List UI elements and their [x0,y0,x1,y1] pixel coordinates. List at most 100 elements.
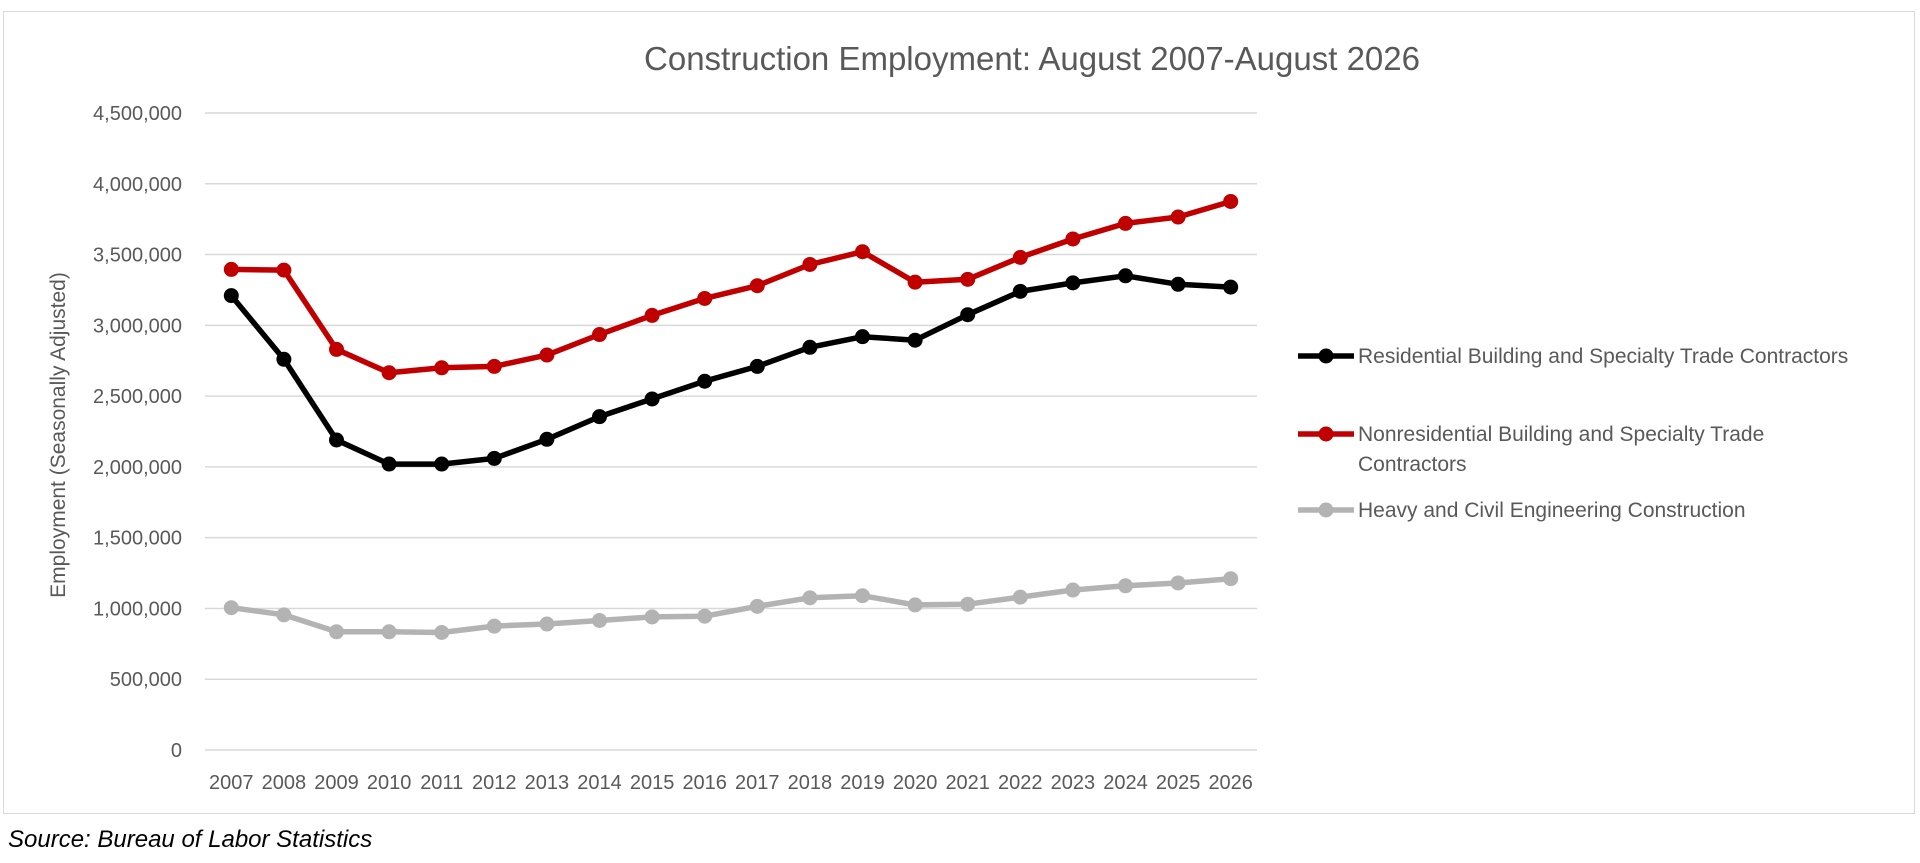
data-point [276,351,292,367]
data-point [697,290,713,306]
data-point [1065,231,1081,247]
grid-lines [205,112,1257,751]
data-point [223,600,239,616]
x-tick-label: 2014 [577,772,622,794]
x-tick-label: 2021 [945,772,990,794]
x-tick-label: 2012 [472,772,517,794]
data-point [644,609,660,625]
y-tick-label: 2,500,000 [93,386,182,408]
legend-item: Heavy and Civil Engineering Construction [1298,499,1746,522]
legend-swatch-marker [1318,502,1334,518]
y-tick-label: 2,000,000 [93,457,182,479]
legend-label: Nonresidential Building and Specialty Tr… [1358,423,1764,476]
data-point [329,432,344,448]
x-tick-label: 2023 [1051,772,1096,794]
legend-label: Residential Building and Specialty Trade… [1358,345,1848,368]
data-point [1170,209,1186,225]
x-axis-ticks: 2007 2008 2009 2010 2011 2012 2013 2014 2015 2016… [209,772,1253,794]
data-point [276,262,292,278]
x-tick-label: 2024 [1103,772,1148,794]
data-point [434,360,450,376]
data-point [486,358,502,374]
x-tick-label: 2013 [525,772,570,794]
series-line [231,198,1232,376]
data-point [1118,268,1133,284]
x-tick-label: 2015 [630,772,675,794]
data-point [486,618,502,634]
data-point [1065,582,1081,598]
data-point [960,596,976,612]
x-tick-label: 2026 [1208,772,1253,794]
legend-item: Residential Building and Specialty Trade… [1298,345,1848,368]
y-tick-label: 1,500,000 [93,528,182,550]
data-point [644,391,660,407]
data-point [1170,575,1186,591]
legend: Residential Building and Specialty Trade… [1298,345,1848,522]
data-point [592,409,607,425]
x-tick-label: 2010 [367,772,412,794]
data-point [1223,193,1239,209]
data-point [802,339,818,355]
data-point [855,244,870,260]
series-2 [223,571,1239,641]
data-point [960,271,976,287]
data-point [486,450,502,466]
y-axis-title: Employment (Seasonally Adjusted) [47,272,70,598]
data-point [1012,283,1028,299]
data-point [539,347,555,363]
data-point [1012,249,1028,265]
data-point [329,341,344,357]
data-point [381,456,397,472]
data-point [1065,275,1081,291]
y-tick-label: 500,000 [110,669,182,691]
data-point [223,261,239,277]
legend-item: Nonresidential Building and Specialty Tr… [1298,423,1764,476]
x-tick-label: 2020 [893,772,938,794]
y-axis-ticks: 0 500,000 1,000,000 1,500,000 2,000,000 2,500… [93,103,182,762]
y-tick-label: 1,000,000 [93,598,182,620]
y-tick-label: 0 [171,740,182,762]
data-point [592,327,607,343]
data-point [1170,276,1186,292]
data-point [960,307,976,323]
x-tick-label: 2019 [840,772,885,794]
data-point [907,274,923,290]
data-point [434,456,450,472]
data-point [434,625,450,641]
data-point [1118,578,1133,594]
y-tick-label: 3,500,000 [93,245,182,267]
x-tick-label: 2022 [998,772,1043,794]
data-point [855,588,870,604]
legend-swatch-marker [1318,348,1334,364]
series-0 [223,268,1239,472]
data-point [749,358,765,374]
data-point [855,329,870,345]
data-point [381,624,397,640]
data-point [592,612,607,628]
data-point [907,597,923,613]
data-point [381,365,397,381]
x-tick-label: 2016 [682,772,727,794]
data-point [1118,215,1133,231]
x-tick-label: 2018 [788,772,833,794]
data-point [329,624,344,640]
x-tick-label: 2011 [420,772,463,794]
data-point [749,278,765,294]
data-point [697,608,713,624]
data-point [539,616,555,632]
chart-title: Construction Employment: August 2007-Aug… [644,40,1420,77]
data-point [907,332,923,348]
legend-swatch-marker [1318,426,1334,442]
legend-label: Heavy and Civil Engineering Construction [1358,499,1746,522]
series-line [230,575,1231,636]
y-tick-label: 3,000,000 [93,315,182,337]
x-tick-label: 2009 [314,772,359,794]
data-point [749,598,765,614]
series-line [229,273,1231,467]
x-tick-label: 2025 [1156,772,1201,794]
y-tick-label: 4,500,000 [93,103,182,125]
data-point [1223,571,1239,587]
source-note: Source: Bureau of Labor Statistics [8,826,373,853]
data-point [1223,279,1239,295]
